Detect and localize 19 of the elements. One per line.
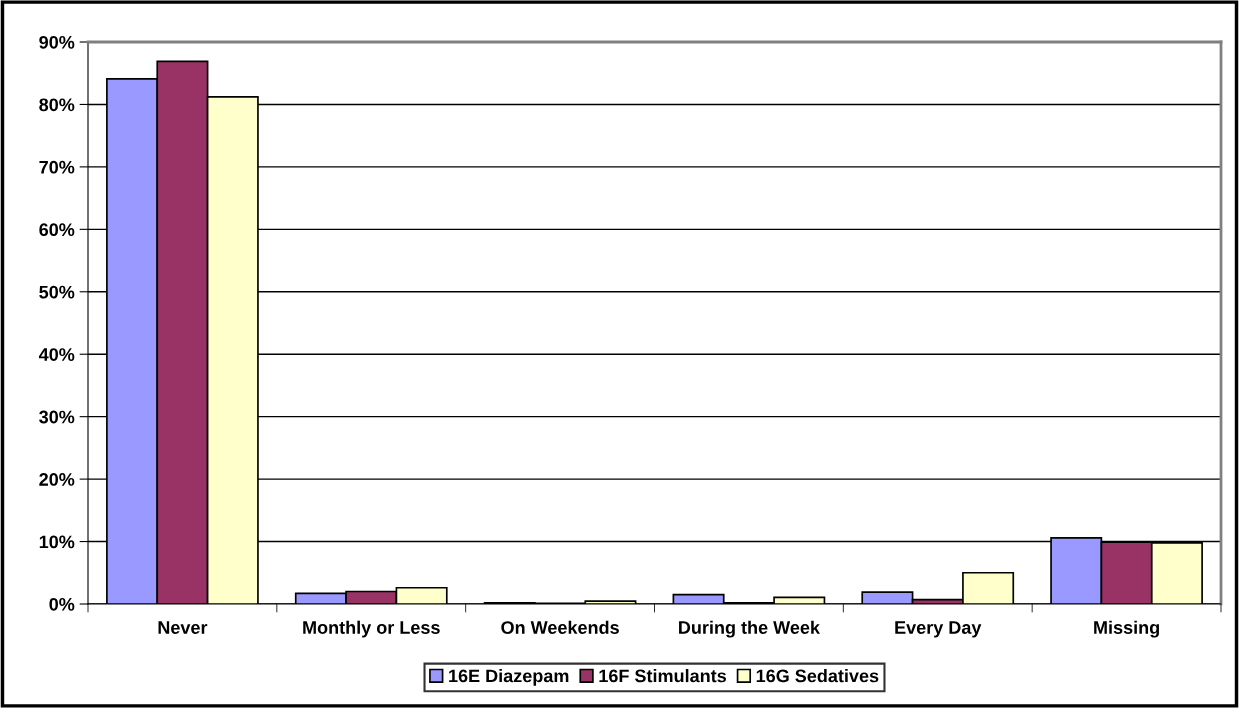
y-tick-label: 10% [39,535,75,549]
y-tick-label: 90% [39,35,75,49]
x-tick-label: Never [158,621,208,634]
y-tick-label: 70% [39,160,75,174]
y-tick-label: 40% [38,348,75,361]
y-tick-label: 30% [39,410,75,424]
y-tick-label: 50% [39,285,75,299]
x-tick-label: On Weekends [501,620,619,634]
legend-label: 16E Diazepam [449,669,569,686]
y-tick-label: 80% [39,98,75,112]
y-tick-label: 60% [39,223,75,237]
x-tick-label: Every Day [895,621,982,638]
x-tick-label: Monthly or Less [303,620,440,638]
y-tick-label: 0% [49,597,75,611]
x-tick-label: Missing [1094,620,1159,638]
legend-label: 16G Sedatives [756,669,879,683]
legend-label: 16F Stimulants [599,669,726,683]
y-tick-label: 20% [39,473,75,486]
x-tick-label: During the Week [679,620,821,638]
